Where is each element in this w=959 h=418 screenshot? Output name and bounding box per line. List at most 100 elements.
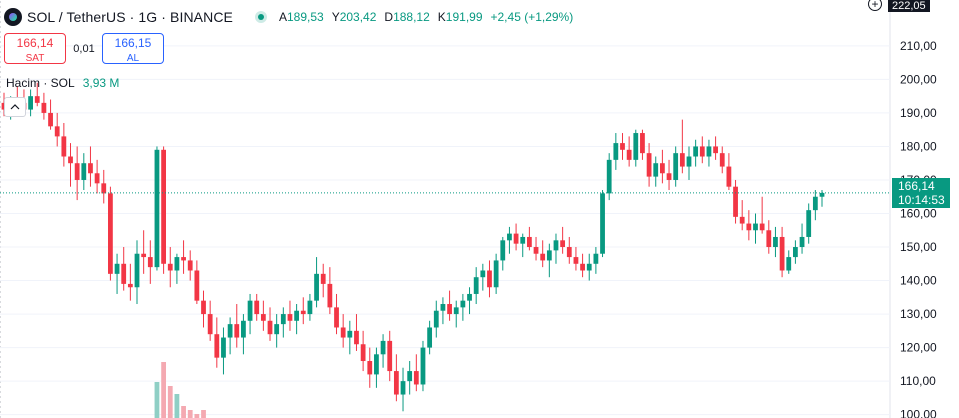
candle-body (753, 223, 758, 231)
candle-body (786, 257, 792, 271)
candle-body (699, 146, 705, 157)
candle-body (593, 253, 599, 264)
candle-body (546, 250, 552, 261)
candle-body (427, 327, 433, 348)
buy-price: 166,15 (114, 36, 152, 50)
candle-body (300, 310, 306, 315)
symbol-title[interactable]: SOL / TetherUS · 1G · BINANCE (27, 9, 233, 25)
candle-body (400, 381, 406, 395)
candle-body (48, 112, 53, 127)
candle-body (673, 153, 679, 180)
candle-body (360, 344, 366, 362)
candle-body (420, 347, 426, 385)
candle-body (61, 136, 67, 157)
candle-body (513, 233, 519, 244)
candle-body (600, 193, 605, 254)
volume-bar (161, 362, 167, 418)
candle-body (114, 263, 120, 274)
candle-body (626, 149, 632, 160)
candle-body (719, 153, 725, 167)
candle-body (453, 307, 459, 315)
candle-body (387, 340, 393, 372)
candle-body (181, 257, 186, 261)
top-price-label: 222,05 (888, 0, 930, 12)
candle-body (480, 270, 486, 278)
price-tick-label: 160,00 (900, 207, 937, 221)
candle-body (287, 314, 293, 321)
price-tick-label: 120,00 (900, 341, 937, 355)
price-tick-label: 210,00 (900, 39, 937, 53)
candle-body (819, 192, 825, 197)
candle-body (41, 102, 47, 113)
high-key: Y (331, 10, 340, 24)
candle-body (806, 210, 812, 237)
candle-body (247, 300, 253, 321)
candle-body (280, 314, 286, 325)
candle-body (260, 314, 266, 321)
low-key: D (384, 10, 394, 24)
candle-body (227, 324, 233, 338)
candle-body (799, 236, 805, 248)
candle-body (194, 270, 200, 301)
candle-body (606, 159, 612, 194)
volume-bar (187, 410, 193, 418)
candle-body (68, 156, 73, 164)
price-tick-label: 190,00 (900, 106, 937, 120)
candle-body (520, 236, 526, 244)
candle-body (500, 240, 506, 261)
candle-body (347, 330, 353, 338)
candle-body (733, 186, 738, 217)
candle-body (793, 247, 798, 258)
candle-body (566, 247, 572, 258)
volume-bar (194, 414, 200, 418)
candle-body (739, 216, 745, 224)
sell-button[interactable]: 166,14 SAT (4, 33, 66, 64)
current-price-label: 166,14 (898, 179, 935, 193)
candle-body (334, 307, 339, 328)
volume-legend: Hacim · SOL 3,93 M (6, 76, 119, 90)
price-tick-label: 200,00 (900, 72, 937, 86)
candle-body (473, 277, 479, 294)
high-value: 203,42 (339, 10, 377, 24)
candle-body (54, 126, 60, 137)
candle-body (101, 183, 107, 194)
candle-body (646, 153, 652, 177)
candle-body (1, 102, 7, 110)
candle-body (167, 263, 173, 271)
candle-body (467, 293, 472, 301)
price-scale-ticks: 210,00200,00190,00180,00170,00160,00150,… (900, 39, 937, 418)
candle-body (507, 233, 512, 241)
candle-body (553, 240, 559, 251)
sol-logo-icon (4, 8, 22, 26)
candle-body (766, 230, 772, 248)
candle-body (340, 327, 346, 338)
close-key: K (437, 10, 446, 24)
candle-body (380, 340, 386, 355)
candle-body (447, 304, 452, 315)
current-price-tag: 166,14 10:14:53 (892, 178, 950, 208)
candle-body (354, 330, 359, 345)
candle-body (393, 371, 399, 395)
volume-bars (154, 362, 206, 418)
candle-body (267, 320, 273, 335)
countdown-label: 10:14:53 (898, 193, 945, 207)
price-tick-label: 150,00 (900, 240, 937, 254)
candle-body (121, 263, 127, 284)
legend-header: SOL / TetherUS · 1G · BINANCE A189,53 Y2… (4, 6, 573, 28)
candle-body (812, 196, 818, 211)
buy-button[interactable]: 166,15 AL (102, 33, 164, 64)
candle-body (580, 263, 585, 271)
candle-body (679, 153, 685, 167)
ohlc-values: A189,53 Y203,42 D188,12 K191,99 +2,45 (+… (279, 10, 573, 24)
spread-value: 0,01 (73, 42, 95, 55)
candle-body (620, 143, 625, 150)
candle-body (779, 236, 785, 271)
candle-body (633, 133, 639, 160)
candle-body (773, 236, 778, 248)
volume-bar (167, 386, 173, 418)
plus-icon[interactable]: + (868, 0, 882, 11)
collapse-legend-button[interactable] (4, 97, 26, 117)
candlestick-series (1, 82, 825, 412)
volume-bar (154, 382, 160, 418)
